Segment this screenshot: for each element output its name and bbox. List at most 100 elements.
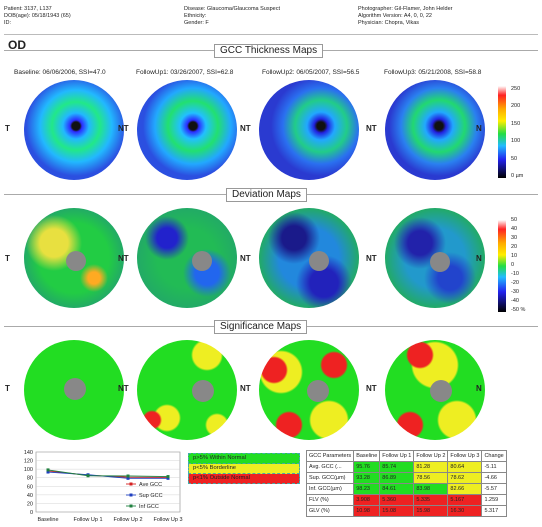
table-header: Follow Up 2 [413,450,449,462]
table-cell: 98.23 [353,483,381,495]
patient-header: Patient: 3137, L137 DOB(age): 05/18/1943… [4,6,538,35]
table-cell: 80.64 [447,461,483,473]
y-tick-label: 120 [24,459,33,465]
deviation-tick: -20 [511,280,519,286]
y-tick-label: 20 [27,501,33,507]
table-header-row: GCC Parameters Baseline Follow Up 1 Foll… [305,450,507,462]
thickness-tick: 0 µm [511,173,524,179]
caption-baseline: Baseline: 06/06/2006, SSI=47.0 [14,69,106,76]
deviation-tick: 40 [511,226,518,232]
table-cell: 93.28 [353,472,381,484]
series-point [166,476,170,480]
plot-area [35,451,181,513]
thickness-tick: 200 [511,103,521,109]
thickness-section-title: GCC Thickness Maps [214,44,324,58]
legend-marker [129,493,133,497]
side-label-nt: NT [366,384,377,393]
row-label: FLV (%) [305,494,355,506]
y-tick-label: 80 [27,476,33,482]
thickness-tick: 150 [511,121,521,127]
eye-label: OD [8,38,26,52]
side-label-t: T [5,124,10,133]
series-point [166,475,170,479]
side-label-nt: NT [366,254,377,263]
significance-map-followup2 [259,340,359,440]
deviation-tick: 10 [511,253,518,259]
x-tick-label: Follow Up 2 [113,517,142,523]
side-label-n: N [476,384,482,393]
deviation-colorbar [498,220,506,312]
y-tick-label: 100 [24,467,33,473]
x-tick-label: Baseline [37,517,58,523]
photographer: Photographer: Gil-Flamer, John Helder [358,6,453,12]
caption-followup1: FollowUp1: 03/26/2007, SSI=62.8 [136,69,234,76]
table-cell: 5.167 [447,494,483,506]
legend-marker [129,504,133,508]
significance-legend: p>5% Within Normal p<5% Borderline p<1% … [188,453,300,484]
side-label-nt: NT [240,254,251,263]
side-label-n: N [476,254,482,263]
deviation-tick: 50 [511,217,518,223]
y-tick-label: 0 [30,510,33,516]
thickness-tick: 100 [511,138,521,144]
thickness-tick: 50 [511,156,518,162]
deviation-map-baseline [24,208,124,308]
table-cell: 5.360 [379,494,415,506]
table-cell: 15.98 [413,505,449,517]
table-row: Sup. GCC(µm) 93.28 86.89 78.56 78.62 -4.… [305,472,507,484]
table-row: FLV (%) 3.908 5.360 5.335 5.167 1.259 [305,494,507,506]
thickness-map-baseline [24,80,124,180]
table-cell: 95.76 [353,461,381,473]
gender: Gender: F [184,20,209,26]
significance-map-followup1 [137,340,237,440]
change-cell: -5.11 [481,461,507,473]
side-label-nt: NT [366,124,377,133]
patient-id: ID: [4,20,12,26]
change-cell: -5.57 [481,483,507,495]
change-cell: -4.66 [481,472,507,484]
side-label-nt: NT [118,384,129,393]
significance-map-baseline [24,340,124,440]
deviation-tick: -30 [511,289,519,295]
side-label-nt: NT [240,124,251,133]
thickness-map-followup3 [385,80,485,180]
thickness-map-followup1 [137,80,237,180]
legend-marker [129,482,133,486]
change-cell: 5.317 [481,505,507,517]
row-label: Avg. GCC (... [305,461,355,473]
deviation-tick: -40 [511,298,519,304]
deviation-map-followup1 [137,208,237,308]
table-cell: 78.56 [413,472,449,484]
series-point [46,468,50,472]
side-label-t: T [5,254,10,263]
series-point [126,474,130,478]
y-tick-label: 140 [24,450,33,456]
row-label: Sup. GCC(µm) [305,472,355,484]
disease: Disease: Glaucoma/Glaucoma Suspect [184,6,280,12]
table-cell: 84.61 [379,483,415,495]
side-label-n: N [476,124,482,133]
change-cell: 1.259 [481,494,507,506]
table-cell: 86.89 [379,472,415,484]
legend-borderline: p<5% Borderline [188,464,300,474]
side-label-nt: NT [118,124,129,133]
table-cell: 85.74 [379,461,415,473]
table-cell: 83.98 [413,483,449,495]
series-point [126,476,130,480]
patient-name: Patient: 3137, L137 [4,6,52,12]
thickness-map-followup2 [259,80,359,180]
legend-label: Inf GCC [139,504,159,510]
table-row: Inf. GCC(µm) 98.23 84.61 83.98 82.66 -5.… [305,483,507,495]
significance-section-title: Significance Maps [214,320,308,334]
table-cell: 16.30 [447,505,483,517]
series-point [86,474,90,478]
series-line-1 [47,471,169,479]
table-cell: 3.908 [353,494,381,506]
table-cell: 78.62 [447,472,483,484]
deviation-tick: 30 [511,235,518,241]
deviation-map-followup2 [259,208,359,308]
table-header: GCC Parameters [305,450,355,462]
thickness-colorbar [498,86,506,178]
legend-label: Sup GCC [139,493,163,499]
significance-map-followup3 [385,340,485,440]
